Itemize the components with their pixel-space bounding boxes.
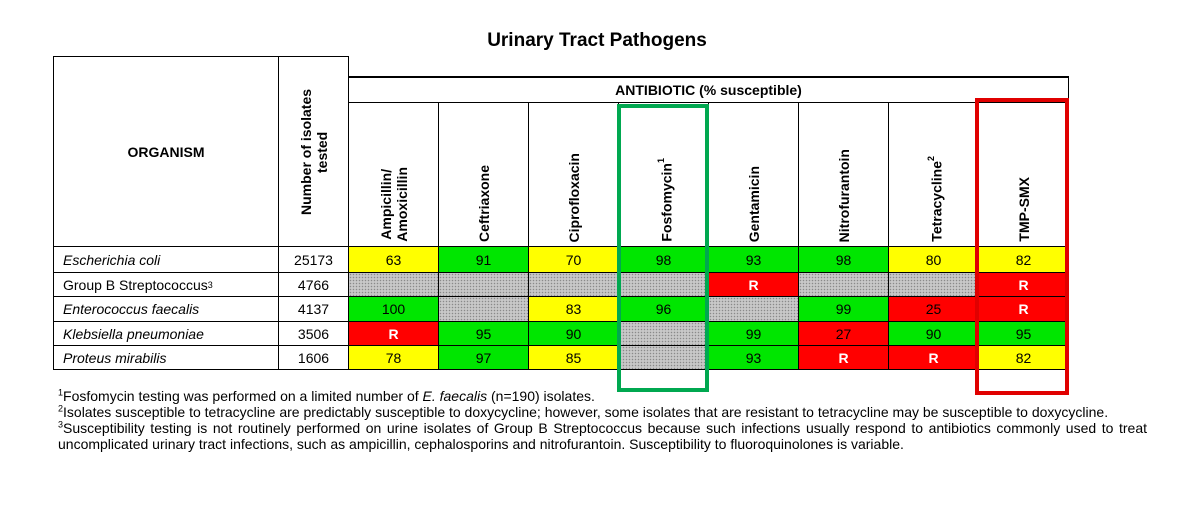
organism-name: Escherichia coli (63, 251, 161, 268)
organism-cell: Enterococcus faecalis (53, 297, 279, 322)
footnote-1: 1Fosfomycin testing was performed on a l… (58, 388, 1147, 404)
organism-cell: Klebsiella pneumoniae (53, 322, 279, 346)
drug-header-ceftriaxone: Ceftriaxone (439, 103, 529, 247)
footnote-1-species: E. faecalis (422, 388, 488, 404)
footnote-2: 2Isolates susceptible to tetracycline ar… (58, 404, 1147, 420)
footnote-marker: 1 (655, 158, 666, 164)
not-tested-cell (799, 273, 889, 297)
resistant-cell: R (979, 273, 1069, 297)
value-cell: 83 (529, 297, 619, 322)
footnote-number: 3 (58, 419, 64, 430)
isolates-cell: 4766 (279, 273, 349, 297)
drug-label: Tetracycline (928, 161, 945, 242)
resistant-cell: R (889, 346, 979, 370)
value-cell: 70 (529, 247, 619, 273)
value-cell: 90 (529, 322, 619, 346)
isolates-cell: 25173 (279, 247, 349, 273)
drug-header-tmp-smx: TMP-SMX (979, 103, 1069, 247)
value-cell: 100 (349, 297, 439, 322)
isolates-header: Number of isolates tested (279, 56, 349, 247)
resistant-cell: R (799, 346, 889, 370)
organism-name: Group B Streptococcus (63, 276, 208, 293)
value-cell: 95 (439, 322, 529, 346)
footnote-2-text: Isolates susceptible to tetracycline are… (63, 404, 1109, 420)
value-cell: 98 (619, 247, 709, 273)
footnote-1-text-b: (n=190) isolates. (487, 388, 595, 404)
not-tested-cell (889, 273, 979, 297)
drug-label: TMP-SMX (1015, 177, 1032, 242)
not-tested-cell (439, 273, 529, 297)
isolates-cell: 4137 (279, 297, 349, 322)
drug-header-ciprofloxacin: Ciprofloxacin (529, 103, 619, 247)
value-cell: 95 (979, 322, 1069, 346)
drug-header-tetracycline: Tetracycline2 (889, 103, 979, 247)
footnote-3-text: Susceptibility testing is not routinely … (58, 420, 1147, 452)
not-tested-cell (619, 322, 709, 346)
drug-label: Nitrofurantoin (835, 148, 852, 242)
resistant-cell: R (349, 322, 439, 346)
footnote-1-text-a: Fosfomycin testing was performed on a li… (63, 388, 423, 404)
organism-cell: Group B Streptococcus 3 (53, 273, 279, 297)
value-cell: 63 (349, 247, 439, 273)
drug-header-nitrofurantoin: Nitrofurantoin (799, 103, 889, 247)
isolates-header-line2: tested (313, 130, 330, 173)
isolates-cell: 1606 (279, 346, 349, 370)
value-cell: 85 (529, 346, 619, 370)
organism-name: Enterococcus faecalis (63, 301, 200, 317)
value-cell: 90 (889, 322, 979, 346)
footnote-number: 1 (58, 387, 64, 398)
drug-label: Gentamicin (745, 165, 762, 242)
drug-header-fosfomycin: Fosfomycin1 (619, 103, 709, 247)
organism-name: Proteus mirabilis (63, 349, 167, 366)
drug-label: Ceftriaxone (475, 164, 492, 242)
value-cell: 80 (889, 247, 979, 273)
organism-header: ORGANISM (53, 56, 279, 247)
drug-label: Ampicillin/ (377, 169, 394, 241)
isolates-header-line1: Number of isolates (297, 88, 314, 215)
drug-header-ampicillin: Ampicillin/Amoxicillin (349, 103, 439, 247)
antibiotic-header: ANTIBIOTIC (% susceptible) (349, 77, 1069, 103)
organism-cell: Proteus mirabilis (53, 346, 279, 370)
not-tested-cell (439, 297, 529, 322)
footnote-marker: 2 (925, 156, 936, 162)
value-cell: 91 (439, 247, 529, 273)
drug-label: Fosfomycin (658, 163, 675, 242)
organism-cell: Escherichia coli (53, 247, 279, 273)
value-cell: 93 (709, 346, 799, 370)
not-tested-cell (349, 273, 439, 297)
footnote-marker: 3 (207, 279, 213, 290)
footnote-number: 2 (58, 403, 64, 414)
value-cell: 25 (889, 297, 979, 322)
not-tested-cell (709, 297, 799, 322)
not-tested-cell (529, 273, 619, 297)
resistant-cell: R (709, 273, 799, 297)
value-cell: 82 (979, 247, 1069, 273)
header-spacer (349, 56, 1069, 77)
footnote-3: 3Susceptibility testing is not routinely… (58, 420, 1147, 452)
drug-label-line2: Amoxicillin (393, 167, 410, 242)
not-tested-cell (619, 346, 709, 370)
value-cell: 96 (619, 297, 709, 322)
susceptibility-table: ORGANISM Number of isolates tested ANTIBI… (53, 56, 1069, 387)
value-cell: 78 (349, 346, 439, 370)
value-cell: 98 (799, 247, 889, 273)
footnotes: 1Fosfomycin testing was performed on a l… (58, 388, 1147, 452)
drug-label: Ciprofloxacin (565, 152, 582, 242)
value-cell: 27 (799, 322, 889, 346)
isolates-cell: 3506 (279, 322, 349, 346)
drug-header-gentamicin: Gentamicin (709, 103, 799, 247)
value-cell: 82 (979, 346, 1069, 370)
resistant-cell: R (979, 297, 1069, 322)
organism-name: Klebsiella pneumoniae (63, 325, 204, 342)
value-cell: 99 (799, 297, 889, 322)
not-tested-cell (619, 273, 709, 297)
value-cell: 99 (709, 322, 799, 346)
value-cell: 97 (439, 346, 529, 370)
page-title: Urinary Tract Pathogens (487, 30, 707, 51)
value-cell: 93 (709, 247, 799, 273)
